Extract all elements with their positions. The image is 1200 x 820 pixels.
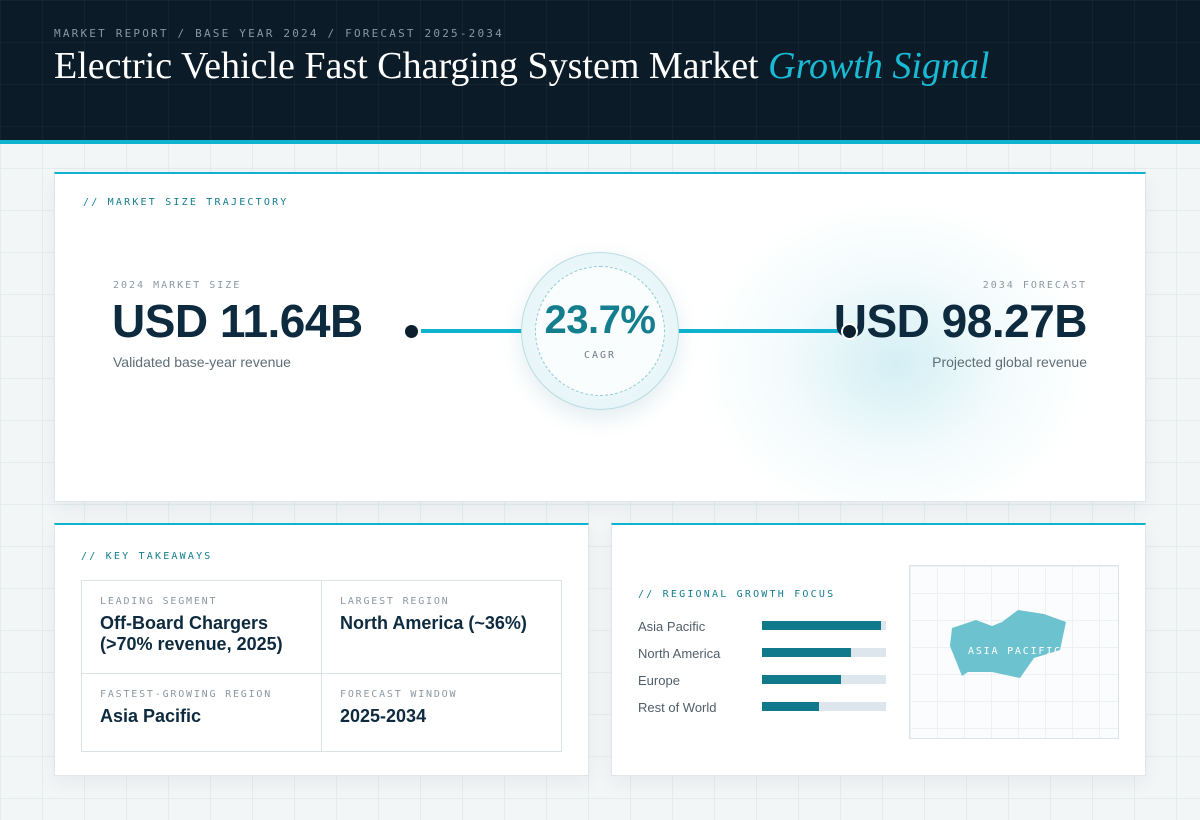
end-point-dot <box>841 323 858 340</box>
bar-category-label: North America <box>638 646 721 661</box>
takeaway-fastest-growing-region: FASTEST-GROWING REGION Asia Pacific <box>82 674 321 742</box>
start-market-value: USD 11.64B <box>112 295 363 347</box>
takeaway-label: LARGEST REGION <box>340 596 450 607</box>
grid-divider-horizontal <box>82 673 561 674</box>
takeaway-forecast-window: FORECAST WINDOW 2025-2034 <box>322 674 561 742</box>
end-year-label: 2034 FORECAST <box>982 280 1087 291</box>
trajectory-line-right <box>667 329 849 333</box>
map-region-label: ASIA PACIFIC <box>968 646 1062 657</box>
bar-track <box>762 702 886 711</box>
grid-divider-vertical <box>321 581 322 751</box>
forecast-glow <box>705 204 1085 501</box>
takeaways-section-label: // KEY TAKEAWAYS <box>81 551 213 562</box>
bar-track <box>762 675 886 684</box>
takeaway-value: North America (~36%) <box>340 613 527 633</box>
takeaways-grid: LEADING SEGMENT Off-Board Chargers (>70%… <box>81 580 562 752</box>
breadcrumb: MARKET REPORT / BASE YEAR 2024 / FORECAS… <box>54 27 504 40</box>
bar <box>762 621 881 630</box>
cagr-label: CAGR <box>583 350 617 361</box>
takeaway-label: FASTEST-GROWING REGION <box>100 689 273 700</box>
takeaway-value: Asia Pacific <box>100 706 202 726</box>
bar-track <box>762 621 886 630</box>
region-map: ASIA PACIFIC <box>909 565 1119 739</box>
takeaway-value: 2025-2034 <box>340 706 427 726</box>
page-title: Electric Vehicle Fast Charging System Ma… <box>54 44 989 88</box>
bar <box>762 675 841 684</box>
end-caption: Projected global revenue <box>932 354 1087 370</box>
bar <box>762 702 819 711</box>
cagr-value: 23.7% <box>544 298 656 342</box>
end-market-value: USD 98.27B <box>833 295 1088 347</box>
trajectory-section-label: // MARKET SIZE TRAJECTORY <box>83 197 289 208</box>
trajectory-line-left <box>421 329 531 333</box>
takeaway-largest-region: LARGEST REGION North America (~36%) <box>322 581 561 649</box>
bar-category-label: Rest of World <box>638 700 717 715</box>
page-title-accent: Growth Signal <box>768 45 990 87</box>
start-caption: Validated base-year revenue <box>113 354 291 370</box>
market-size-trajectory-card: // MARKET SIZE TRAJECTORY 2024 MARKET SI… <box>54 172 1146 502</box>
takeaway-value: Off-Board Chargers (>70% revenue, 2025) <box>100 613 283 654</box>
bar <box>762 648 851 657</box>
bar-category-label: Europe <box>638 673 680 688</box>
bar-track <box>762 648 886 657</box>
report-header: MARKET REPORT / BASE YEAR 2024 / FORECAS… <box>0 0 1200 144</box>
regional-section-label: // REGIONAL GROWTH FOCUS <box>638 589 836 600</box>
cagr-inner-ring <box>535 266 665 396</box>
key-takeaways-card: // KEY TAKEAWAYS LEADING SEGMENT Off-Boa… <box>54 523 589 776</box>
page-title-main: Electric Vehicle Fast Charging System Ma… <box>54 45 759 87</box>
asia-pacific-landmass <box>950 610 1066 678</box>
takeaway-label: FORECAST WINDOW <box>340 689 458 700</box>
start-point-dot <box>403 323 420 340</box>
bar-category-label: Asia Pacific <box>638 619 706 634</box>
takeaway-leading-segment: LEADING SEGMENT Off-Board Chargers (>70%… <box>82 581 321 670</box>
regional-growth-card: // REGIONAL GROWTH FOCUS Asia Pacific Nor… <box>611 523 1146 776</box>
takeaway-label: LEADING SEGMENT <box>100 596 218 607</box>
asia-pacific-map-shape <box>950 610 1066 678</box>
start-year-label: 2024 MARKET SIZE <box>113 280 242 291</box>
